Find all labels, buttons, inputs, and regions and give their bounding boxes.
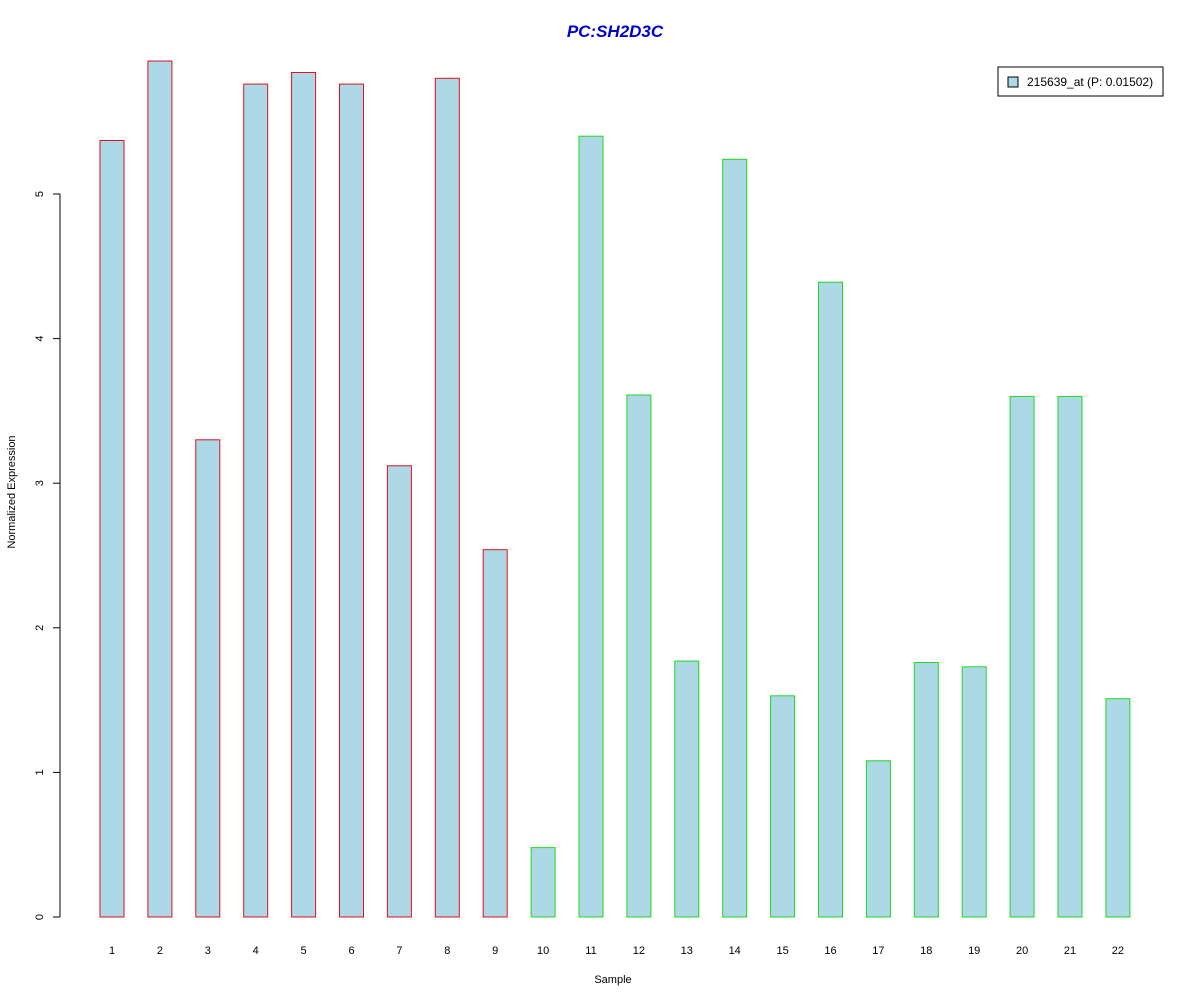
bar-sample-9 xyxy=(482,549,508,918)
x-tick-label-2: 2 xyxy=(157,945,163,957)
y-axis: 0 1 2 3 4 5 xyxy=(34,191,61,920)
bar-sample-12 xyxy=(626,394,652,918)
bar-sample-5 xyxy=(291,72,317,918)
legend-entry-label: 215639_at (P: 0.01502) xyxy=(1027,75,1153,89)
x-tick-label-5: 5 xyxy=(301,945,307,957)
bars-group xyxy=(99,60,1131,918)
y-axis-label: Normalized Expression xyxy=(6,435,18,548)
x-tick-label-4: 4 xyxy=(253,945,259,957)
bar-sample-4 xyxy=(243,83,269,918)
y-tick-label: 2 xyxy=(34,625,46,631)
x-tick-labels: 1 2 3 4 5 6 7 8 9 10 11 12 13 14 15 16 17 18 19 20 21 22 xyxy=(109,945,1124,957)
x-tick-label-15: 15 xyxy=(776,945,788,957)
x-tick-label-3: 3 xyxy=(205,945,211,957)
x-tick-label-18: 18 xyxy=(920,945,932,957)
x-tick-label-11: 11 xyxy=(585,945,596,957)
bar-sample-8 xyxy=(434,77,460,918)
bar-sample-19 xyxy=(961,666,987,918)
x-tick-label-13: 13 xyxy=(681,945,693,957)
y-tick-label: 3 xyxy=(34,480,46,486)
bar-sample-2 xyxy=(147,60,173,918)
x-tick-label-20: 20 xyxy=(1016,945,1028,957)
x-tick-label-16: 16 xyxy=(824,945,836,957)
x-tick-label-19: 19 xyxy=(968,945,980,957)
x-tick-label-6: 6 xyxy=(348,945,354,957)
bar-sample-15 xyxy=(770,695,796,918)
bar-sample-1 xyxy=(99,140,125,918)
bar-sample-20 xyxy=(1009,395,1035,918)
y-tick-label: 5 xyxy=(34,191,46,197)
legend-box xyxy=(997,66,1164,97)
bar-sample-11 xyxy=(578,135,604,918)
x-tick-label-14: 14 xyxy=(729,945,741,957)
legend: 215639_at (P: 0.01502) xyxy=(997,66,1164,97)
bar-sample-22 xyxy=(1105,698,1131,918)
x-axis-label: Sample xyxy=(594,974,631,986)
x-tick-label-1: 1 xyxy=(109,945,115,957)
bar-sample-10 xyxy=(530,847,556,918)
x-tick-label-10: 10 xyxy=(537,945,549,957)
chart-title: PC:SH2D3C xyxy=(567,22,664,41)
bar-sample-6 xyxy=(339,83,364,918)
x-tick-label-22: 22 xyxy=(1112,945,1124,957)
bar-sample-14 xyxy=(722,158,748,918)
y-tick-label: 0 xyxy=(34,914,46,920)
x-tick-label-21: 21 xyxy=(1064,945,1076,957)
x-tick-label-7: 7 xyxy=(396,945,402,957)
bar-sample-16 xyxy=(818,281,843,918)
bar-sample-13 xyxy=(674,660,700,918)
x-tick-label-9: 9 xyxy=(492,945,498,957)
y-tick-label: 1 xyxy=(34,769,46,775)
legend-swatch xyxy=(1007,76,1019,88)
x-tick-label-17: 17 xyxy=(872,945,884,957)
x-tick-label-8: 8 xyxy=(444,945,450,957)
bar-sample-3 xyxy=(195,439,221,918)
x-tick-label-12: 12 xyxy=(633,945,645,957)
bar-sample-18 xyxy=(913,662,939,918)
bar-sample-17 xyxy=(865,760,891,918)
bar-sample-21 xyxy=(1057,395,1083,918)
bar-sample-7 xyxy=(386,465,412,918)
y-tick-label: 4 xyxy=(34,336,46,342)
